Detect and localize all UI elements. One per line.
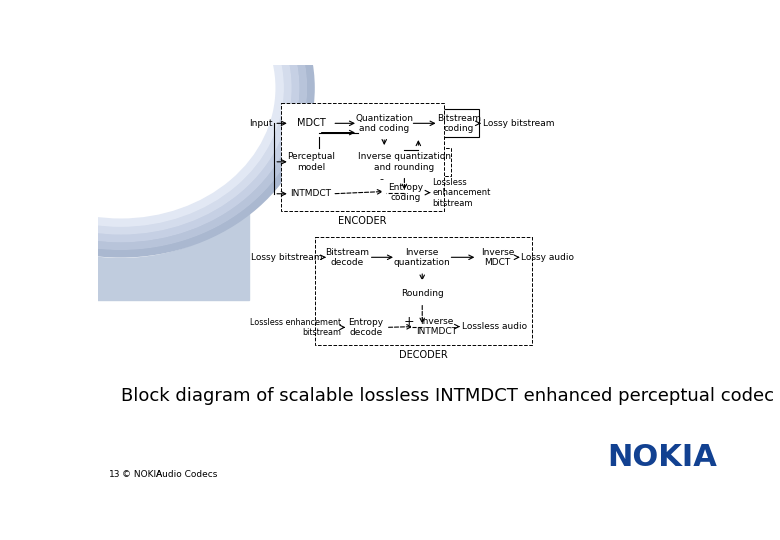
Ellipse shape	[0, 0, 190, 157]
Ellipse shape	[0, 0, 183, 153]
Ellipse shape	[0, 0, 206, 165]
Bar	[477, 244, 518, 271]
Bar	[386, 182, 426, 204]
Text: Input: Input	[249, 119, 273, 128]
Bar	[396, 244, 448, 271]
Ellipse shape	[74, 84, 152, 138]
Text: Quantization
and coding: Quantization and coding	[355, 113, 413, 133]
Bar	[402, 284, 442, 303]
Text: Inverse
INTMDCT: Inverse INTMDCT	[416, 317, 457, 336]
Text: NOKIA: NOKIA	[608, 443, 718, 472]
Text: Entropy
coding: Entropy coding	[388, 183, 424, 202]
Bar	[358, 110, 410, 137]
Text: Lossless enhancement
bitstream: Lossless enhancement bitstream	[250, 318, 342, 337]
Bar	[314, 237, 531, 345]
Text: +: +	[404, 315, 414, 328]
Ellipse shape	[0, 0, 175, 150]
Text: © NOKIA: © NOKIA	[122, 470, 162, 479]
Text: Lossy audio: Lossy audio	[521, 253, 574, 262]
Text: Block diagram of scalable lossless INTMDCT enhanced perceptual codec: Block diagram of scalable lossless INTMD…	[121, 387, 774, 404]
Ellipse shape	[36, 49, 159, 142]
Ellipse shape	[0, 15, 167, 146]
Text: DECODER: DECODER	[399, 350, 448, 360]
Text: Inverse quantization
and rounding: Inverse quantization and rounding	[358, 152, 451, 172]
Text: Lossless
enhancement
bitstream: Lossless enhancement bitstream	[432, 178, 491, 207]
Bar	[94, 61, 249, 300]
Text: Rounding: Rounding	[401, 288, 444, 298]
Text: Entropy
decode: Entropy decode	[348, 318, 383, 337]
Text: Audio Codecs: Audio Codecs	[156, 470, 217, 479]
Text: Bitstream
coding: Bitstream coding	[437, 113, 480, 133]
Text: -: -	[379, 174, 383, 185]
Text: INTMDCT: INTMDCT	[290, 190, 332, 198]
Ellipse shape	[0, 0, 198, 161]
Bar	[281, 103, 444, 211]
Text: Inverse
quantization: Inverse quantization	[394, 248, 451, 267]
Text: MDCT: MDCT	[296, 118, 325, 129]
Text: ENCODER: ENCODER	[339, 215, 387, 226]
Text: 13: 13	[109, 470, 121, 479]
Text: Lossless audio: Lossless audio	[462, 322, 526, 331]
Bar	[358, 148, 451, 176]
Text: Lossy bitstream: Lossy bitstream	[483, 119, 554, 128]
Bar	[415, 314, 458, 339]
Bar	[289, 110, 332, 137]
Bar	[289, 148, 332, 176]
Text: Bitstream
decode: Bitstream decode	[325, 248, 370, 267]
Text: Inverse
MDCT: Inverse MDCT	[480, 248, 514, 267]
Text: Lossy bitstream: Lossy bitstream	[250, 253, 322, 262]
Bar	[346, 316, 386, 338]
Bar	[438, 110, 479, 137]
Bar	[326, 244, 369, 271]
Bar	[289, 184, 332, 204]
Text: Perceptual
model: Perceptual model	[287, 152, 335, 172]
Ellipse shape	[0, 0, 307, 257]
